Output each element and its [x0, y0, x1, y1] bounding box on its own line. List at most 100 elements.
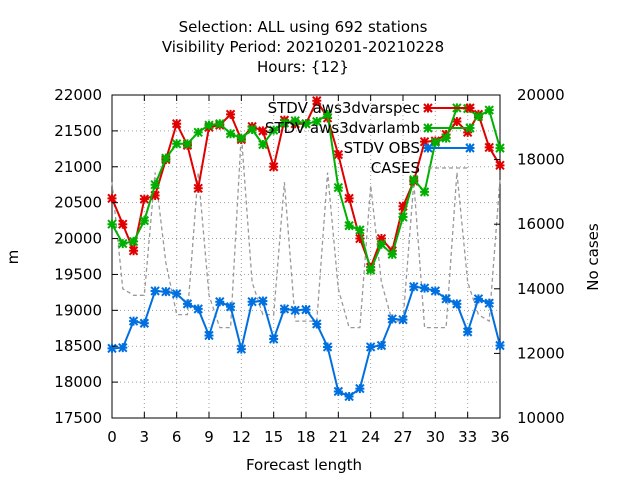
data-point-stdv-obs: [441, 294, 451, 304]
y-tick-label: 21000: [54, 158, 102, 176]
x-tick-label: 21: [329, 428, 348, 446]
legend-marker-stdv-aws3dvarspec: [423, 103, 433, 113]
legend: STDV aws3dvarspec STDV aws3dvarlamb STDV O…: [265, 99, 475, 177]
data-point-stdv-aws3dvarspec: [376, 233, 387, 244]
data-point-stdv-aws3dvarspec: [258, 126, 268, 136]
data-point-stdv-aws3dvarspec: [398, 201, 408, 211]
data-point-stdv-aws3dvarlamb: [387, 249, 397, 260]
x-tick-label: 12: [232, 428, 251, 446]
data-point-stdv-aws3dvarspec: [419, 136, 430, 147]
y-tick-label: 22000: [54, 86, 102, 104]
data-point-stdv-aws3dvarlamb: [409, 174, 419, 185]
data-point-stdv-aws3dvarspec: [171, 119, 182, 129]
data-point-stdv-aws3dvarlamb: [376, 239, 387, 250]
data-point-stdv-aws3dvarspec: [128, 246, 139, 256]
x-tick-label: 3: [140, 428, 150, 446]
data-point-stdv-aws3dvarlamb: [398, 212, 408, 222]
x-tick-label: 24: [361, 428, 380, 446]
data-point-stdv-aws3dvarlamb: [118, 238, 128, 249]
data-point-stdv-obs: [258, 296, 268, 306]
data-point-stdv-aws3dvarspec: [462, 127, 473, 138]
data-point-stdv-aws3dvarlamb: [365, 265, 376, 275]
legend-marker-stdv-aws3dvarspec: [465, 103, 475, 113]
data-point-stdv-aws3dvarlamb: [333, 182, 344, 193]
x-tick-label: 18: [296, 428, 315, 446]
data-point-stdv-aws3dvarlamb: [355, 225, 365, 235]
data-point-stdv-obs: [301, 304, 311, 315]
y2-tick-label: 18000: [517, 151, 565, 169]
y-tick-label: 19500: [54, 265, 102, 283]
data-point-stdv-obs: [484, 298, 494, 308]
data-point-stdv-aws3dvarspec: [355, 233, 365, 244]
data-point-stdv-obs: [215, 297, 225, 307]
data-point-stdv-aws3dvarlamb: [171, 139, 182, 149]
data-point-stdv-obs: [312, 319, 322, 329]
data-point-stdv-aws3dvarlamb: [312, 116, 322, 127]
data-point-stdv-aws3dvarspec: [344, 193, 354, 204]
data-point-stdv-aws3dvarlamb: [473, 111, 484, 122]
data-point-stdv-aws3dvarspec: [333, 149, 344, 160]
y-tick-label: 18500: [54, 337, 102, 355]
legend-marker-stdv-obs: [423, 143, 433, 153]
data-point-stdv-aws3dvarlamb: [107, 219, 117, 229]
data-point-stdv-aws3dvarlamb: [139, 215, 150, 226]
y-tick-label: 18000: [54, 373, 102, 391]
data-point-stdv-aws3dvarspec: [225, 109, 236, 120]
data-point-stdv-obs: [107, 343, 117, 354]
data-point-stdv-aws3dvarlamb: [225, 129, 236, 139]
x-tick-label: 0: [107, 428, 117, 446]
data-point-stdv-obs: [398, 314, 408, 325]
data-point-stdv-obs: [193, 304, 203, 314]
data-point-stdv-obs: [409, 281, 419, 292]
data-point-stdv-obs: [473, 294, 484, 304]
data-point-stdv-obs: [204, 330, 214, 341]
title-line-3: Hours: {12}: [257, 58, 349, 76]
data-point-stdv-obs: [452, 299, 462, 309]
chart-title: Selection: ALL using 692 stations Visibi…: [162, 18, 444, 76]
data-point-stdv-obs: [279, 304, 290, 314]
data-point-stdv-obs: [118, 342, 128, 353]
data-point-stdv-aws3dvarlamb: [301, 119, 311, 129]
data-point-stdv-obs: [247, 297, 257, 307]
series-layer: [107, 96, 505, 402]
data-point-stdv-aws3dvarlamb: [128, 236, 139, 247]
data-point-stdv-obs: [290, 305, 300, 316]
data-point-stdv-aws3dvarlamb: [322, 109, 333, 120]
y-tick-label: 20000: [54, 230, 102, 248]
data-point-stdv-obs: [462, 327, 473, 337]
y2-tick-label: 10000: [517, 409, 565, 427]
data-point-stdv-aws3dvarlamb: [215, 119, 225, 129]
data-point-stdv-aws3dvarspec: [484, 142, 494, 153]
legend-label-cases: CASES: [371, 159, 420, 177]
data-point-stdv-aws3dvarlamb: [258, 139, 268, 150]
data-point-stdv-aws3dvarspec: [312, 96, 322, 106]
data-point-stdv-obs: [365, 342, 376, 352]
data-point-stdv-aws3dvarspec: [139, 194, 150, 204]
legend-label-stdv-aws3dvarspec: STDV aws3dvarspec: [268, 99, 420, 117]
data-point-stdv-obs: [236, 344, 247, 354]
data-point-stdv-aws3dvarlamb: [150, 180, 160, 190]
x-tick-label: 27: [393, 428, 412, 446]
data-point-stdv-aws3dvarlamb: [430, 137, 441, 148]
y2-tick-label: 14000: [517, 280, 565, 298]
data-point-stdv-obs: [355, 383, 365, 394]
y2-axis-ticks: 10000 12000 14000 16000 18000 20000: [494, 86, 565, 427]
y-axis-label: m: [4, 250, 22, 265]
y-tick-label: 17500: [54, 409, 102, 427]
data-point-stdv-obs: [430, 286, 441, 296]
x-axis-ticks: 0 3 6 9 12 15 18 21 24 27 30 33 36: [107, 95, 510, 446]
data-point-stdv-aws3dvarlamb: [182, 139, 193, 149]
data-point-stdv-aws3dvarlamb: [484, 105, 494, 115]
title-line-1: Selection: ALL using 692 stations: [179, 18, 428, 36]
data-point-stdv-obs: [225, 302, 236, 312]
data-point-stdv-obs: [322, 342, 333, 352]
data-point-stdv-obs: [128, 316, 139, 326]
data-point-stdv-obs: [333, 386, 344, 397]
data-point-stdv-aws3dvarspec: [118, 219, 128, 229]
data-point-stdv-aws3dvarlamb: [236, 133, 247, 143]
data-point-stdv-obs: [150, 286, 160, 296]
y-axis-ticks: 17500 18000 18500 19000 19500 20000 20500 21000…: [54, 86, 118, 427]
data-point-stdv-aws3dvarlamb: [279, 118, 290, 128]
x-tick-label: 6: [172, 428, 182, 446]
